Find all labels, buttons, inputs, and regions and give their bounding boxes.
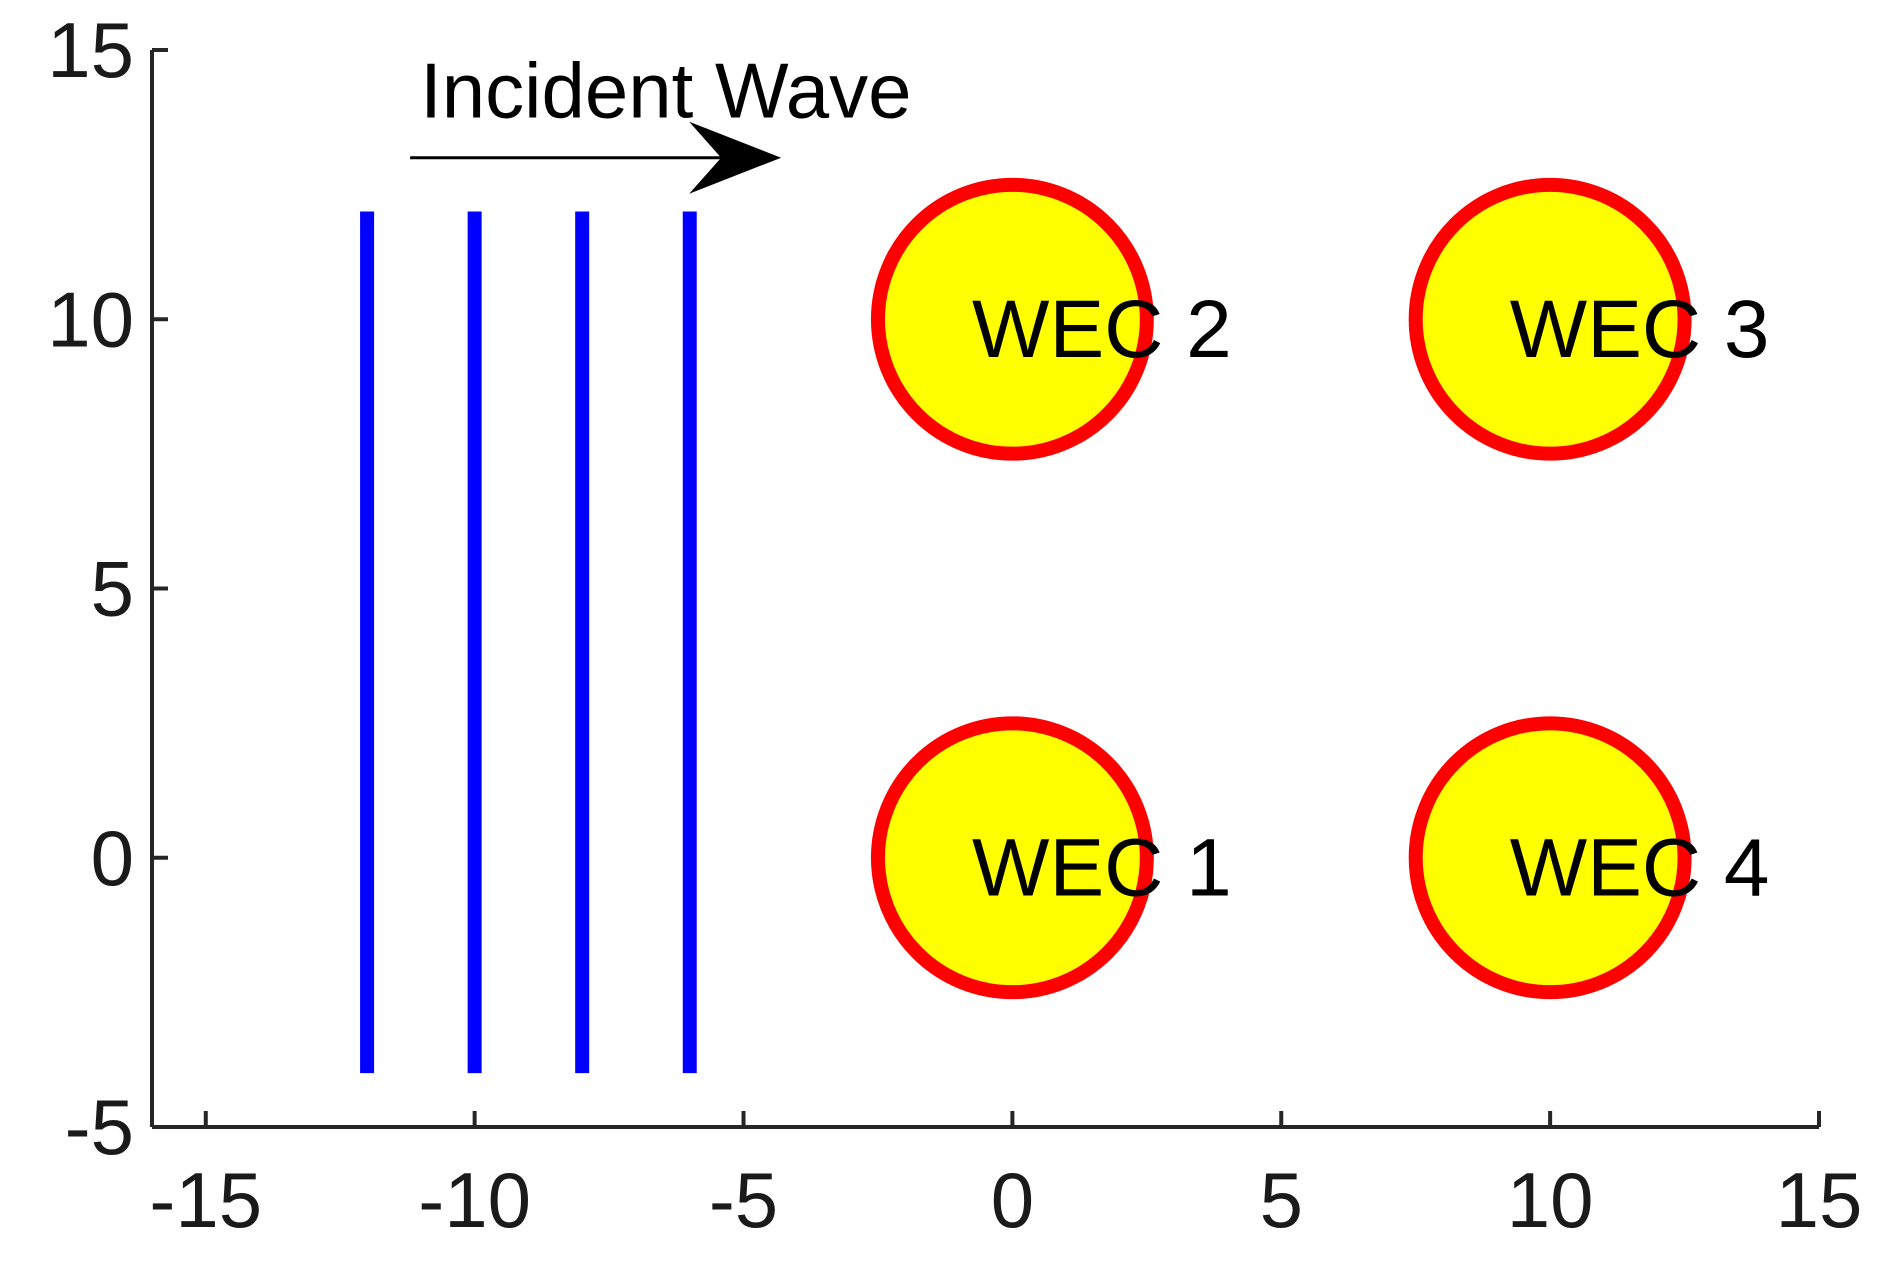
x-tick-label: 15 xyxy=(1776,1156,1863,1244)
y-tick-label: 10 xyxy=(47,275,134,363)
y-tick-label: 5 xyxy=(91,545,134,633)
x-tick-label: -10 xyxy=(418,1156,531,1244)
x-tick-label: 10 xyxy=(1507,1156,1594,1244)
wec-marker-2 xyxy=(870,177,1154,461)
wec-label-1: WEC 1 xyxy=(972,822,1232,913)
incident-wave-label: Incident Wave xyxy=(420,47,911,135)
x-tick-label: 0 xyxy=(991,1156,1034,1244)
wec-device-1: WEC 1 xyxy=(870,716,1232,1000)
wec-device-3: WEC 3 xyxy=(1408,177,1770,461)
wec-label-3: WEC 3 xyxy=(1510,284,1770,375)
x-tick-label: -5 xyxy=(709,1156,778,1244)
y-tick-label: 15 xyxy=(47,6,134,94)
wec-marker-1 xyxy=(870,716,1154,1000)
y-tick-label: -5 xyxy=(65,1083,134,1171)
wec-marker-4 xyxy=(1408,716,1692,1000)
x-tick-label: 5 xyxy=(1260,1156,1303,1244)
y-tick-label: 0 xyxy=(91,814,134,902)
axes: -15 -10 -5 0 5 10 15 -5 0 5 10 15 xyxy=(47,6,1862,1244)
wave-crests xyxy=(360,211,697,1074)
wec-devices: WEC 1 WEC 2 WEC 3 WEC 4 xyxy=(870,177,1770,1000)
wec-label-4: WEC 4 xyxy=(1510,822,1770,913)
wec-device-2: WEC 2 xyxy=(870,177,1232,461)
arrow-head xyxy=(689,121,782,194)
incident-wave-annotation: Incident Wave xyxy=(410,47,911,194)
wec-marker-3 xyxy=(1408,177,1692,461)
x-tick-label: -15 xyxy=(149,1156,262,1244)
wec-label-2: WEC 2 xyxy=(972,284,1232,375)
wec-device-4: WEC 4 xyxy=(1408,716,1770,1000)
